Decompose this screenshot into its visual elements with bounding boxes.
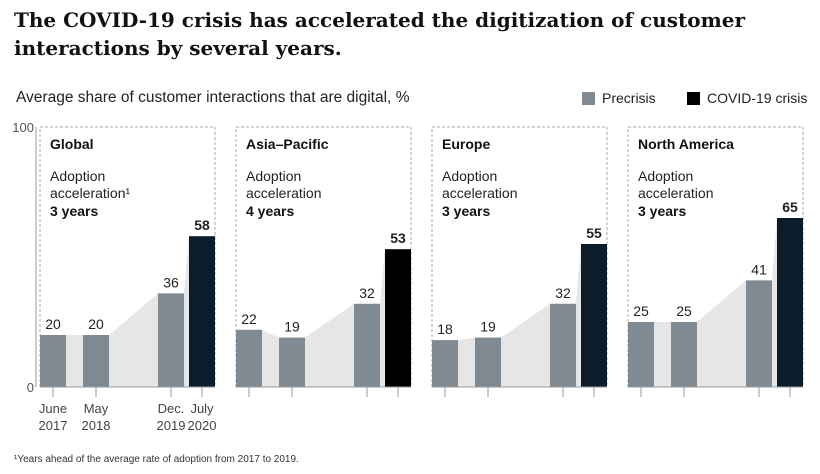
trend-area — [432, 244, 607, 387]
bar-precrisis — [158, 293, 184, 387]
legend-precrisis: Precrisis — [582, 90, 656, 106]
trend-area — [236, 249, 411, 387]
data-label: 25 — [676, 303, 692, 319]
panel-title: Global — [50, 136, 94, 152]
bar-covid — [189, 236, 215, 387]
data-label: 19 — [480, 319, 496, 335]
adoption-acceleration-value: 3 years — [638, 203, 686, 219]
data-label: 36 — [163, 274, 179, 290]
legend-label: Precrisis — [602, 90, 656, 106]
data-label: 18 — [437, 321, 453, 337]
panel-title: Europe — [442, 136, 490, 152]
x-tick-label: 2020 — [188, 418, 217, 433]
subtitle-text: Average share of customer interactions t… — [16, 89, 392, 106]
bar-precrisis — [550, 303, 576, 387]
bar-precrisis — [236, 329, 262, 387]
footnote: ¹Years ahead of the average rate of adop… — [14, 454, 299, 465]
panel-label: acceleration — [442, 185, 518, 201]
bar-covid — [385, 249, 411, 387]
panel-title: North America — [638, 136, 734, 152]
panel-label: acceleration¹ — [50, 185, 130, 201]
panel-label: Adoption — [246, 168, 301, 184]
data-label: 25 — [633, 303, 649, 319]
data-label: 53 — [390, 230, 406, 246]
subtitle-unit: % — [395, 89, 410, 106]
data-label: 19 — [284, 319, 300, 335]
data-label: 32 — [359, 285, 375, 301]
data-label: 41 — [751, 261, 767, 277]
chart-title: The COVID-19 crisis has accelerated the … — [14, 8, 746, 60]
bar-precrisis — [432, 340, 458, 387]
x-tick-label: Dec. — [158, 401, 185, 416]
bar-precrisis — [40, 335, 66, 387]
panel-label: Adoption — [442, 168, 497, 184]
bar-covid — [581, 244, 607, 387]
data-label: 20 — [45, 316, 61, 332]
chart-subtitle: Average share of customer interactions t… — [16, 89, 409, 107]
x-tick-label: July — [190, 401, 214, 416]
panel-label: acceleration — [638, 185, 714, 201]
data-label: 58 — [194, 217, 210, 233]
legend-swatch-covid — [687, 91, 700, 105]
adoption-acceleration-value: 3 years — [442, 203, 490, 219]
trend-area — [40, 236, 215, 387]
bar-precrisis — [671, 322, 697, 387]
x-tick-label: 2019 — [157, 418, 186, 433]
bar-precrisis — [279, 337, 305, 387]
panel-title: Asia–Pacific — [246, 136, 329, 152]
data-label: 55 — [586, 225, 602, 241]
adoption-acceleration-value: 4 years — [246, 203, 294, 219]
legend-swatch-precrisis — [582, 91, 595, 105]
bar-precrisis — [83, 335, 109, 387]
panel-label: Adoption — [638, 168, 693, 184]
panel-label: Adoption — [50, 168, 105, 184]
y-tick-label: 100 — [12, 120, 34, 135]
data-label: 20 — [88, 316, 104, 332]
bar-precrisis — [628, 322, 654, 387]
bar-precrisis — [354, 303, 380, 387]
bar-covid — [777, 218, 803, 387]
x-tick-label: May — [84, 401, 109, 416]
bar-precrisis — [475, 337, 501, 387]
x-tick-label: June — [39, 401, 67, 416]
data-label: 22 — [241, 311, 257, 327]
y-tick-label: 0 — [27, 380, 34, 395]
x-tick-label: 2018 — [82, 418, 111, 433]
data-label: 32 — [555, 285, 571, 301]
adoption-acceleration-value: 3 years — [50, 203, 98, 219]
bar-precrisis — [746, 280, 772, 387]
legend-label: COVID-19 crisis — [707, 90, 808, 106]
trend-area — [628, 218, 803, 387]
x-tick-label: 2017 — [39, 418, 68, 433]
legend-covid: COVID-19 crisis — [687, 90, 807, 106]
panel-label: acceleration — [246, 185, 322, 201]
data-label: 65 — [782, 199, 798, 215]
